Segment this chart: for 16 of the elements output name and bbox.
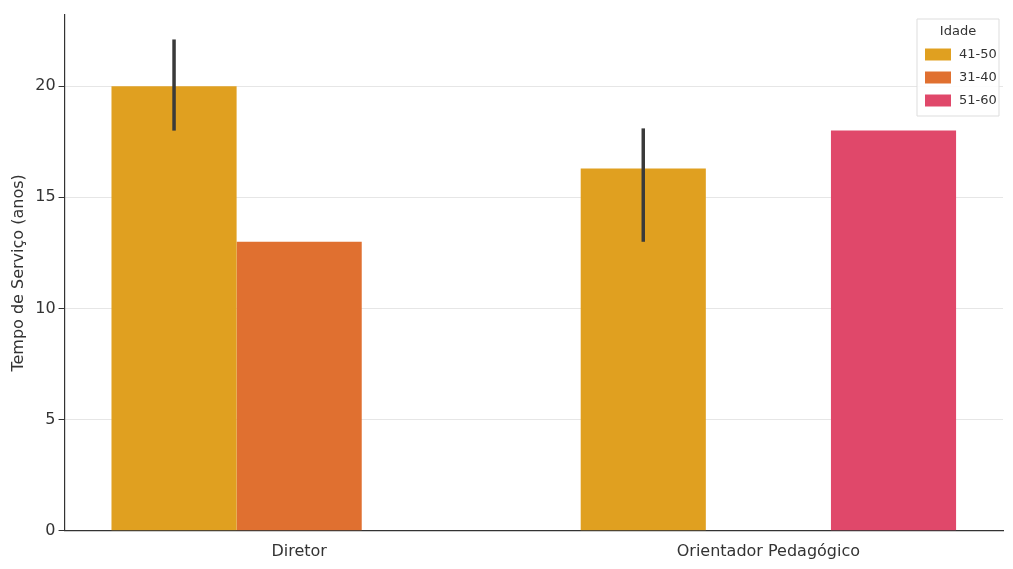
legend-label: 41-50 bbox=[959, 45, 997, 61]
y-tick-label: 20 bbox=[35, 75, 56, 95]
legend-label: 51-60 bbox=[959, 91, 997, 107]
y-axis-title: Tempo de Serviço (anos) bbox=[7, 174, 27, 373]
legend-title: Idade bbox=[939, 23, 977, 39]
y-tick-label: 10 bbox=[35, 297, 56, 317]
x-tick-label: Diretor bbox=[271, 540, 328, 560]
x-tick-label: Orientador Pedagógico bbox=[676, 540, 861, 560]
y-tick-label: 0 bbox=[45, 519, 56, 539]
y-tick-label: 15 bbox=[35, 186, 56, 206]
bar bbox=[830, 130, 957, 531]
legend-label: 31-40 bbox=[959, 68, 997, 84]
y-tick-label: 5 bbox=[45, 408, 56, 428]
bar bbox=[236, 241, 362, 531]
bar bbox=[111, 86, 237, 531]
bar bbox=[580, 168, 706, 531]
